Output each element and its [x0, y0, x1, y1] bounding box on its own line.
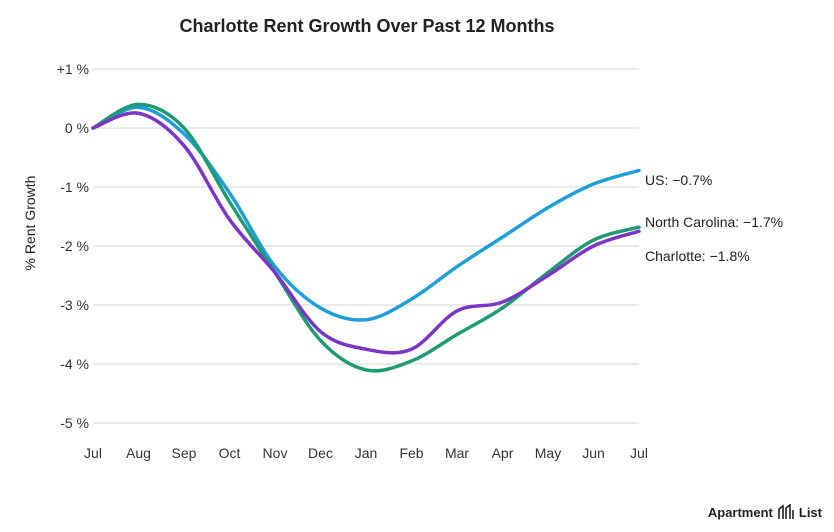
x-tick-label: Jul	[84, 445, 102, 461]
x-tick-label: Aug	[126, 445, 151, 461]
x-tick-label: Feb	[399, 445, 423, 461]
y-tick-label: -4 %	[60, 356, 89, 372]
series-line-charlotte	[91, 111, 641, 355]
x-axis-ticks: Jul Aug Sep Oct Nov Dec Jan Feb Mar Apr May Jun Jul	[84, 445, 648, 461]
x-tick-label: Jan	[355, 445, 378, 461]
y-tick-label: +1 %	[57, 61, 89, 77]
x-tick-label: Dec	[308, 445, 333, 461]
brand-text-apartment: Apartment	[707, 504, 773, 520]
x-tick-label: Jul	[630, 445, 648, 461]
apartment-list-logo-icon	[778, 504, 794, 519]
x-tick-label: Nov	[263, 445, 288, 461]
series-line-north-carolina	[91, 102, 641, 373]
x-tick-label: Apr	[492, 445, 514, 461]
y-tick-label: -1 %	[60, 179, 89, 195]
x-tick-label: Jun	[582, 445, 605, 461]
x-tick-label: Sep	[172, 445, 197, 461]
y-tick-label: -2 %	[60, 238, 89, 254]
series-end-label-charlotte: Charlotte: −1.8%	[645, 248, 750, 264]
y-tick-label: -5 %	[60, 415, 89, 431]
x-tick-label: Oct	[219, 445, 241, 461]
x-tick-label: May	[535, 445, 561, 461]
brand-logo: Apartment List	[708, 504, 822, 520]
y-tick-label: -3 %	[60, 297, 89, 313]
brand-text-list: List	[798, 504, 822, 520]
y-axis-label: % Rent Growth	[22, 176, 38, 271]
series-end-label-north-carolina: North Carolina: −1.7%	[645, 214, 783, 230]
y-axis-ticks: +1 % 0 % -1 % -2 % -3 % -4 % -5 %	[57, 61, 89, 431]
series-line-us	[91, 105, 641, 322]
chart-title: Charlotte Rent Growth Over Past 12 Month…	[179, 16, 554, 36]
series-lines	[91, 102, 641, 373]
y-tick-label: 0 %	[65, 120, 89, 136]
series-end-labels: US: −0.7% North Carolina: −1.7% Charlotte:…	[645, 172, 783, 264]
x-tick-label: Mar	[445, 445, 469, 461]
series-end-label-us: US: −0.7%	[645, 172, 712, 188]
